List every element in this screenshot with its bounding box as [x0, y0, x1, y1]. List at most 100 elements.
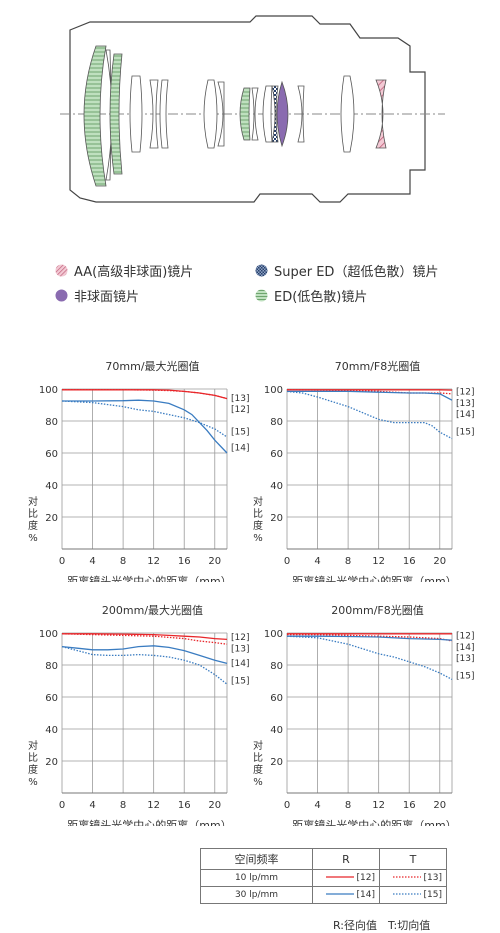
x-tick-label: 0 — [59, 556, 65, 567]
series-line — [286, 390, 453, 440]
chart-title: 200mm/最大光圈值 — [102, 603, 203, 617]
chart-title: 70mm/最大光圈值 — [105, 359, 199, 373]
radial-line-sample — [325, 893, 354, 895]
legend-item-aspherical: 非球面镜片 — [55, 286, 139, 305]
x-tick-label: 20 — [208, 800, 221, 811]
x-tick-label: 12 — [372, 800, 385, 811]
y-axis-label: 度 — [253, 519, 263, 532]
x-tick-label: 20 — [433, 556, 446, 567]
y-tick-label: 20 — [270, 757, 283, 768]
table-cell-tangential: [13] — [379, 869, 447, 887]
y-tick-label: 40 — [270, 481, 283, 492]
x-tick-label: 4 — [314, 556, 320, 567]
x-tick-label: 12 — [147, 556, 160, 567]
table-cell-radial: [12] — [312, 869, 380, 887]
x-tick-label: 16 — [403, 800, 416, 811]
x-axis-label: 距离镜头光学中心的距离（mm） — [292, 574, 456, 582]
y-axis-label: 对 — [253, 495, 263, 508]
y-axis-label: 比 — [28, 752, 38, 764]
y-tick-label: 100 — [264, 629, 283, 640]
table-cell-radial: [14] — [312, 886, 380, 904]
series-label: [15] — [231, 676, 249, 686]
series-label: [13] — [456, 399, 474, 409]
striped-circle-icon — [255, 289, 268, 302]
x-tick-label: 12 — [372, 556, 385, 567]
series-label: [14] — [456, 410, 474, 420]
series-label: [15] — [456, 672, 474, 682]
checkered-circle-icon — [255, 264, 268, 277]
series-line — [287, 633, 453, 642]
y-tick-label: 80 — [270, 417, 283, 428]
legend-item-aa: AA(高级非球面)镜片 — [55, 261, 193, 280]
y-axis-label: % — [253, 533, 263, 544]
mtf-chart-200mm-f8: 200mm/F8光圈值 0 4 8 12 16 20 20 40 60 80 100 对比度% 距离镜头光… — [253, 603, 474, 826]
plot-area — [62, 389, 227, 549]
legend-label: Super ED（超低色散）镜片 — [274, 265, 439, 280]
x-tick-label: 20 — [433, 800, 446, 811]
y-axis-label: % — [28, 533, 38, 544]
y-tick-label: 20 — [270, 513, 283, 524]
x-axis-label: 距离镜头光学中心的距离（mm） — [292, 818, 456, 826]
series-line — [61, 400, 228, 438]
table-cell-frequency: 10 lp/mm — [200, 869, 313, 887]
legend-item-super-ed: Super ED（超低色散）镜片 — [255, 261, 438, 280]
y-axis-label: 比 — [253, 508, 263, 520]
tangential-line-sample — [392, 876, 421, 878]
series-label: [12] — [456, 632, 474, 642]
y-tick-label: 60 — [270, 449, 283, 460]
x-tick-label: 8 — [345, 556, 351, 567]
x-axis-label: 距离镜头光学中心的距离（mm） — [67, 818, 231, 826]
radial-tangential-note: R:径向值 T:切向值 — [333, 919, 431, 932]
x-tick-label: 8 — [120, 556, 126, 567]
plot-area — [62, 633, 227, 793]
series-label: [15] — [231, 428, 249, 438]
chart-title: 200mm/F8光圈值 — [331, 603, 423, 617]
y-tick-label: 60 — [270, 693, 283, 704]
tangential-line-sample — [392, 893, 421, 895]
series-line — [287, 390, 453, 401]
series-label: [12] — [456, 388, 474, 398]
table-header: T — [379, 848, 447, 870]
series-label: [15] — [456, 428, 474, 438]
x-tick-label: 4 — [314, 800, 320, 811]
plot-area — [287, 633, 452, 793]
series-line — [62, 389, 228, 400]
series-line — [62, 633, 228, 641]
mtf-chart-70mm-f8: 70mm/F8光圈值 0 4 8 12 16 20 20 40 60 80 100 对比度% 距离镜头光学… — [253, 359, 474, 582]
series-line — [286, 635, 453, 680]
series-label: [12] — [356, 873, 375, 883]
series-line — [61, 645, 228, 665]
series-label: [14] — [231, 444, 249, 454]
y-tick-label: 20 — [45, 757, 58, 768]
y-axis-label: 比 — [253, 752, 263, 764]
y-tick-label: 40 — [45, 481, 58, 492]
series-label: [14] — [231, 659, 249, 669]
mtf-chart-70mm-max-aperture: 70mm/最大光圈值 0 4 8 12 16 20 20 40 60 80 100 对比度% 距离镜头光学… — [28, 359, 249, 582]
table-header: R — [312, 848, 380, 870]
y-axis-label: 度 — [28, 519, 38, 532]
x-tick-label: 8 — [345, 800, 351, 811]
table-header-row: 空间频率 R T — [200, 848, 447, 870]
y-tick-label: 60 — [45, 449, 58, 460]
y-axis-label: 对 — [28, 495, 38, 508]
x-tick-label: 4 — [89, 556, 95, 567]
series-label: [12] — [231, 405, 249, 415]
y-tick-label: 80 — [45, 417, 58, 428]
series-label: [13] — [423, 873, 442, 883]
y-axis-label: % — [28, 777, 38, 788]
plot-area — [287, 389, 452, 549]
y-tick-label: 100 — [264, 385, 283, 396]
series-label: [15] — [423, 890, 442, 900]
radial-line-sample — [325, 876, 354, 878]
y-tick-label: 40 — [45, 725, 58, 736]
y-axis-label: 度 — [28, 763, 38, 776]
series-line — [62, 399, 228, 454]
series-label: [13] — [456, 654, 474, 664]
y-tick-label: 20 — [45, 513, 58, 524]
x-tick-label: 0 — [284, 800, 290, 811]
y-axis-label: 对 — [28, 739, 38, 752]
x-tick-label: 0 — [284, 556, 290, 567]
y-tick-label: 40 — [270, 725, 283, 736]
legend-item-ed: ED(低色散)镜片 — [255, 286, 367, 305]
series-line — [61, 633, 228, 645]
